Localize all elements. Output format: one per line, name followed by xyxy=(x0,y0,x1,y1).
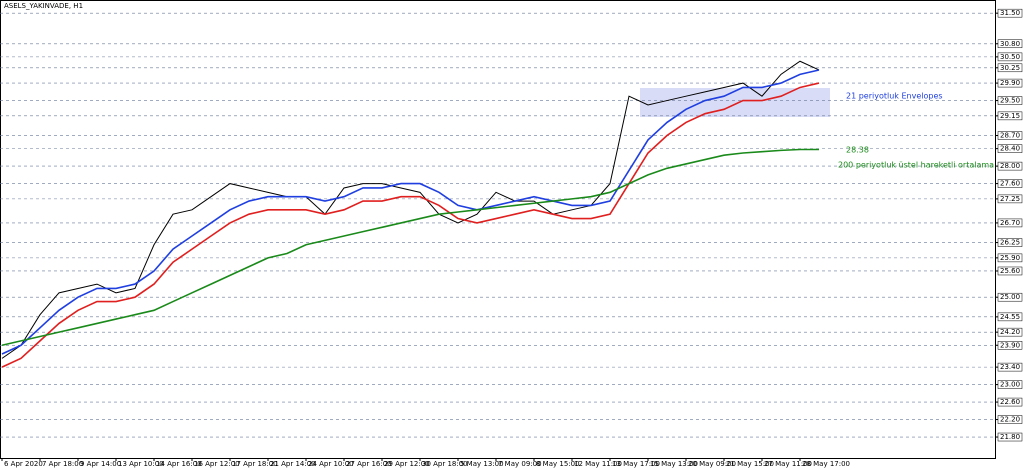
y-tick-label: 28.40 xyxy=(1000,145,1020,153)
y-tick-box xyxy=(997,78,1023,88)
x-tick-label: 15 May 13:00 xyxy=(650,460,698,468)
y-tick-box xyxy=(997,341,1023,350)
y-tick-label: 30.50 xyxy=(1000,53,1020,61)
y-tick-label: 27.25 xyxy=(1000,195,1020,203)
y-tick-label: 29.90 xyxy=(1000,79,1020,87)
series-line xyxy=(1,82,820,368)
x-tick-label: 7 May 09:00 xyxy=(498,460,542,468)
y-tick-box xyxy=(997,111,1023,121)
x-tick-label: 21 Apr 14:00 xyxy=(270,460,316,468)
y-tick-label: 24.55 xyxy=(1000,313,1020,321)
y-tick-box xyxy=(997,292,1023,302)
x-tick-label: 20 May 09:00 xyxy=(688,460,736,468)
y-tick-label: 26.70 xyxy=(1000,219,1020,227)
y-tick-label: 28.70 xyxy=(1000,132,1020,140)
y-tick-box xyxy=(997,266,1023,276)
x-tick-label: 12 May 11:00 xyxy=(574,460,622,468)
y-tick-box xyxy=(997,52,1023,62)
y-tick-box xyxy=(997,362,1023,372)
y-tick-box xyxy=(997,179,1023,188)
y-tick-label: 23.90 xyxy=(1000,341,1020,349)
y-tick-label: 28.00 xyxy=(1000,162,1020,170)
y-tick-box xyxy=(997,161,1023,171)
y-tick-label: 22.60 xyxy=(1000,398,1020,406)
x-tick-label: 27 Apr 16:00 xyxy=(346,460,392,468)
y-tick-box xyxy=(997,397,1023,407)
y-tick-box xyxy=(997,312,1023,322)
y-tick-box xyxy=(997,8,1023,18)
y-tick-box xyxy=(997,96,1023,105)
x-tick-label: 6 Apr 2020 xyxy=(4,460,43,468)
y-tick-label: 23.00 xyxy=(1000,381,1020,389)
y-tick-label: 22.20 xyxy=(1000,416,1020,424)
y-tick-label: 24.20 xyxy=(1000,328,1020,336)
y-tick-box xyxy=(997,327,1023,337)
series-line xyxy=(1,69,820,355)
series-line xyxy=(1,148,819,347)
x-tick-label: 8 May 15:00 xyxy=(536,460,580,468)
y-tick-label: 23.40 xyxy=(1000,363,1020,371)
y-tick-label: 26.25 xyxy=(1000,239,1020,247)
chart-title: ASELS_YAKINVADE, H1 xyxy=(4,2,83,10)
y-tick-label: 27.60 xyxy=(1000,180,1020,188)
x-tick-label: 14 Apr 16:00 xyxy=(156,460,202,468)
x-tick-label: 21 May 15:00 xyxy=(726,460,774,468)
x-tick-label: 29 Apr 12:00 xyxy=(384,460,430,468)
y-tick-box xyxy=(997,432,1023,442)
y-tick-box xyxy=(997,194,1023,204)
y-tick-box xyxy=(997,218,1023,228)
y-tick-box xyxy=(997,144,1023,153)
y-tick-label: 21.80 xyxy=(1000,433,1020,441)
y-tick-label: 31.50 xyxy=(1000,9,1020,17)
x-tick-label: 7 Apr 18:00 xyxy=(42,460,83,468)
plot-frame xyxy=(0,0,996,459)
x-tick-label: 30 Apr 18:00 xyxy=(422,460,468,468)
y-tick-label: 25.00 xyxy=(1000,293,1020,301)
x-tick-label: 28 May 17:00 xyxy=(802,460,850,468)
x-tick-label: 13 Apr 10:00 xyxy=(118,460,164,468)
y-tick-label: 29.50 xyxy=(1000,97,1020,105)
x-tick-label: 9 Apr 14:00 xyxy=(80,460,121,468)
x-tick-label: 5 May 13:00 xyxy=(460,460,504,468)
y-tick-label: 25.90 xyxy=(1000,254,1020,262)
y-tick-box xyxy=(997,39,1023,49)
y-tick-box xyxy=(997,238,1023,247)
annotation: 21 periyotluk Envelopes xyxy=(846,92,943,101)
y-tick-label: 30.25 xyxy=(1000,64,1020,72)
lines xyxy=(1,60,820,368)
y-tick-box xyxy=(997,131,1023,140)
y-tick-box xyxy=(997,380,1023,389)
y-tick-label: 30.80 xyxy=(1000,40,1020,48)
y-tick-box xyxy=(997,415,1023,424)
x-tick-label: 27 May 11:00 xyxy=(764,460,812,468)
y-tick-label: 29.15 xyxy=(1000,112,1020,120)
x-tick-label: 24 Apr 10:00 xyxy=(308,460,354,468)
x-tick-label: 16 Apr 12:00 xyxy=(194,460,240,468)
y-tick-box xyxy=(997,63,1023,73)
y-tick-label: 25.60 xyxy=(1000,267,1020,275)
x-tick-label: 17 Apr 18:00 xyxy=(232,460,278,468)
annotation: 200 periyotluk üstel hareketli ortalama xyxy=(838,161,994,170)
x-tick-label: 13 May 17:00 xyxy=(612,460,660,468)
grid xyxy=(0,12,995,438)
annotation: 28.38 xyxy=(846,146,869,155)
y-tick-box xyxy=(997,253,1023,263)
highlight-box xyxy=(640,88,830,117)
